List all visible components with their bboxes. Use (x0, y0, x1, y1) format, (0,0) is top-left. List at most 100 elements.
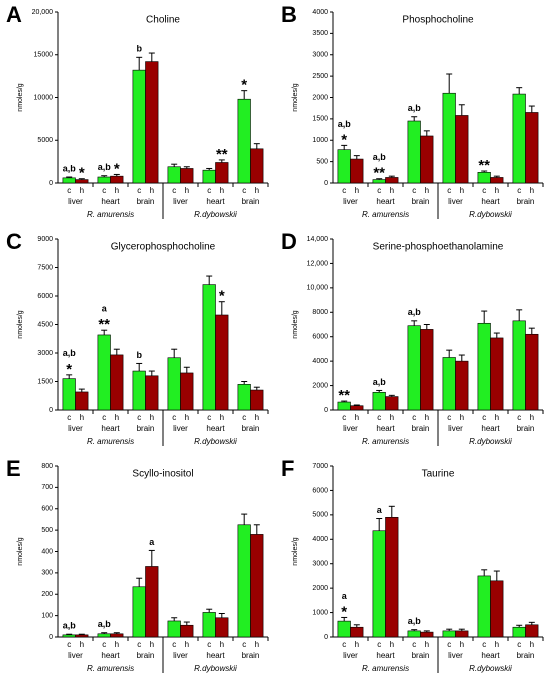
series-label: h (220, 640, 224, 649)
x-tick-label: liver (343, 651, 358, 660)
y-tick-label: 10000 (34, 94, 54, 101)
panel-letter: C (6, 229, 22, 254)
series-label: c (67, 640, 71, 649)
bar (110, 354, 124, 411)
x-tick-label: liver (173, 651, 188, 660)
bar (372, 530, 386, 638)
y-tick-label: 15000 (34, 52, 54, 59)
x-tick-label: brain (137, 651, 155, 660)
annotation: b (136, 44, 142, 54)
chart-title: Taurine (422, 469, 455, 480)
y-tick-label: 2000 (312, 585, 328, 592)
bar (237, 384, 251, 411)
bar (337, 149, 351, 184)
bar (350, 626, 364, 638)
group-label: R. amurensis (362, 210, 409, 219)
series-label: c (242, 640, 246, 649)
chart-title: Serine-phosphoethanolamine (373, 242, 504, 253)
series-label: h (530, 413, 534, 422)
y-tick-label: 600 (41, 506, 53, 513)
y-tick-label: 7000 (312, 463, 328, 470)
annotation: * (114, 160, 120, 177)
series-label: c (447, 640, 451, 649)
y-tick-label: 1500 (312, 116, 328, 123)
x-tick-label: liver (173, 197, 188, 206)
x-tick-label: liver (68, 651, 83, 660)
y-tick-label: 0 (49, 180, 53, 187)
bar (455, 115, 469, 184)
group-label: R. amurensis (362, 664, 409, 673)
bar (237, 98, 251, 184)
series-label: c (447, 186, 451, 195)
y-tick-label: 0 (49, 634, 53, 641)
series-label: c (207, 413, 211, 422)
y-tick-label: 0 (49, 407, 53, 414)
series-label: c (517, 186, 521, 195)
x-tick-label: brain (412, 651, 430, 660)
y-tick-label: 400 (41, 548, 53, 555)
bar (132, 586, 146, 638)
bar (202, 284, 216, 411)
bar (455, 630, 469, 638)
bar (525, 624, 539, 638)
bar (145, 375, 159, 411)
y-axis-label: nmoles/g (292, 537, 299, 566)
annotation: a,b (63, 163, 77, 173)
bar (167, 166, 181, 184)
bar (215, 162, 229, 184)
series-label: h (220, 186, 224, 195)
group-label: R.dybowskii (194, 664, 237, 673)
series-label: h (425, 186, 429, 195)
annotation: ** (98, 316, 110, 333)
series-label: c (482, 413, 486, 422)
x-tick-label: heart (206, 651, 225, 660)
series-label: h (185, 640, 189, 649)
y-tick-label: 100 (41, 612, 53, 619)
series-label: h (150, 413, 154, 422)
y-tick-label: 300 (41, 570, 53, 577)
series-label: c (102, 186, 106, 195)
y-tick-label: 6000 (312, 334, 328, 341)
series-label: h (80, 186, 84, 195)
bar (490, 580, 504, 638)
annotation: * (66, 361, 72, 378)
y-tick-label: 1000 (312, 137, 328, 144)
y-axis-label: nmoles/g (292, 83, 299, 112)
bar (420, 135, 434, 184)
series-label: h (495, 640, 499, 649)
bar (385, 177, 399, 184)
series-label: c (137, 186, 141, 195)
series-label: h (150, 186, 154, 195)
series-label: c (172, 186, 176, 195)
x-tick-label: brain (137, 197, 155, 206)
annotation: a (377, 505, 383, 515)
bar (407, 120, 421, 184)
x-tick-label: heart (206, 197, 225, 206)
y-tick-label: 10,000 (307, 285, 329, 292)
series-label: h (390, 413, 394, 422)
group-label: R. amurensis (87, 210, 134, 219)
bar (75, 179, 89, 184)
series-label: c (137, 640, 141, 649)
y-tick-label: 3500 (312, 30, 328, 37)
bar (97, 334, 111, 411)
y-tick-label: 2000 (312, 94, 328, 101)
bar (490, 177, 504, 184)
bar (132, 370, 146, 411)
series-label: h (220, 413, 224, 422)
group-label: R.dybowskii (469, 437, 512, 446)
y-tick-label: 4000 (312, 358, 328, 365)
y-tick-label: 500 (41, 527, 53, 534)
x-tick-label: liver (173, 424, 188, 433)
annotation: a,b (373, 377, 387, 387)
series-label: h (255, 413, 259, 422)
x-tick-label: heart (376, 651, 395, 660)
bar (110, 175, 124, 184)
y-tick-label: 4500 (37, 321, 53, 328)
panel-letter: D (281, 229, 297, 254)
group-label: R. amurensis (87, 437, 134, 446)
series-label: c (482, 186, 486, 195)
series-label: h (390, 186, 394, 195)
x-tick-label: heart (376, 424, 395, 433)
bar (372, 391, 386, 411)
